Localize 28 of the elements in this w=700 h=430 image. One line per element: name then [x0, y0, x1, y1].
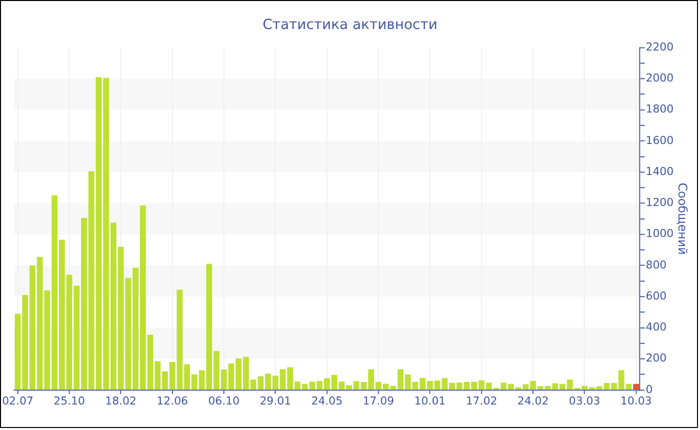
x-tick-label: 29.01	[260, 394, 292, 408]
y-tick-label: 200	[646, 352, 667, 365]
y-tick-label: 1800	[646, 102, 674, 116]
y-tick-label: 1600	[646, 134, 674, 147]
y-tick-label: 2000	[646, 72, 674, 85]
x-tick-label: 24.05	[311, 394, 343, 408]
y-tick-label: 1400	[646, 164, 674, 178]
x-tick-label: 06.10	[208, 394, 240, 408]
x-tick-label: 25.10	[54, 394, 85, 408]
x-tick-label: 18.02	[105, 394, 136, 408]
chart-title: Статистика активности	[262, 16, 438, 33]
x-tick-label: 24.02	[517, 394, 549, 408]
y-axis-title: Сообщений	[676, 182, 690, 255]
y-tick-label: 2200	[646, 40, 674, 54]
y-tick-label: 1000	[646, 227, 674, 240]
x-tick-label: 17.09	[362, 394, 394, 408]
y-tick-label: 400	[646, 320, 667, 334]
y-tick-label: 800	[646, 258, 667, 272]
y-tick-label: 600	[646, 289, 667, 302]
x-tick-label: 10.03	[620, 394, 652, 408]
x-tick-label: 12.06	[156, 394, 188, 408]
y-tick-label: 0	[646, 382, 653, 396]
x-tick-label: 02.07	[2, 394, 34, 408]
x-tick-label: 17.02	[466, 394, 498, 408]
x-tick-label: 03.03	[568, 394, 600, 408]
y-tick-label: 1200	[646, 196, 674, 210]
x-tick-label: 10.01	[414, 394, 446, 408]
bar	[633, 384, 640, 390]
